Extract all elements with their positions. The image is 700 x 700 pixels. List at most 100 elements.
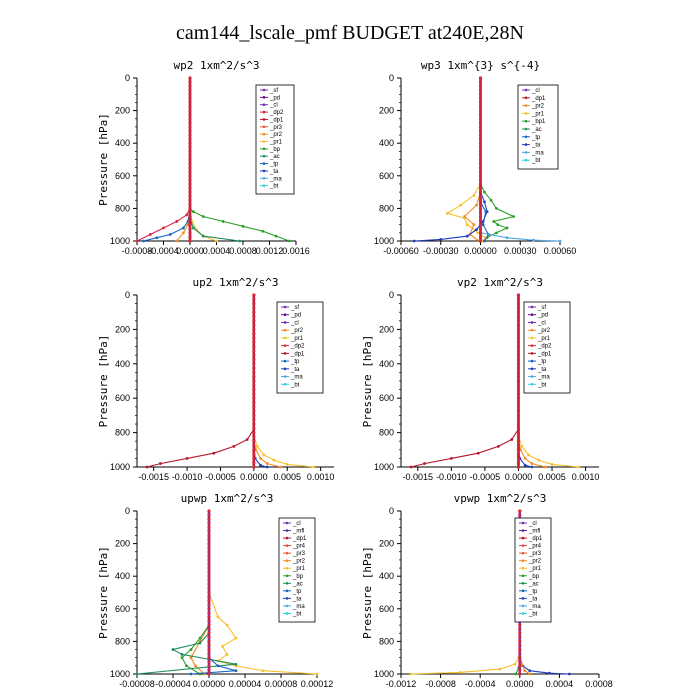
zero-profile-marker (478, 133, 483, 137)
legend-entry: _bt (528, 611, 538, 617)
legend-entry: _pr2 (269, 132, 283, 138)
data-point (194, 664, 197, 668)
zero-profile-marker (252, 340, 256, 344)
x-tick-label: -0.00060 (383, 246, 419, 256)
y-tick-label: 400 (379, 359, 394, 369)
data-point (543, 465, 547, 469)
legend-entry: _dp2 (537, 344, 552, 350)
zero-profile-marker (518, 627, 522, 631)
data-point (483, 239, 486, 243)
data-point (221, 220, 225, 223)
legend-box (276, 301, 324, 394)
data-point (530, 465, 534, 469)
legend-swatch-marker (521, 521, 525, 525)
x-tick-label: -0.0005 (470, 472, 501, 482)
zero-profile-marker (516, 340, 521, 344)
legend-swatch-marker (524, 96, 528, 100)
zero-profile-marker (207, 594, 211, 599)
data-point (171, 648, 175, 651)
x-tick-label: 0.0010 (307, 472, 335, 482)
zero-profile-marker (207, 586, 211, 591)
series-pr2 (189, 509, 211, 676)
zero-profile-marker (516, 431, 521, 435)
legend-swatch-marker (262, 154, 266, 158)
y-tick-label: 200 (379, 324, 394, 334)
zero-profile-marker (516, 353, 521, 357)
zero-profile-marker (252, 418, 256, 422)
zero-profile-marker (188, 84, 192, 88)
zero-profile-marker (207, 550, 211, 554)
data-point (181, 231, 185, 235)
legend-swatch-marker (285, 597, 289, 600)
data-point (191, 226, 195, 230)
legend-swatch-marker (521, 551, 525, 555)
data-point (520, 444, 524, 448)
legend-swatch-marker (262, 103, 266, 107)
legend-entry: _ta (537, 367, 547, 373)
zero-profile-marker (207, 546, 211, 550)
zero-profile-marker (516, 314, 521, 319)
data-point (514, 672, 518, 676)
data-point (201, 215, 205, 218)
data-point (449, 457, 453, 460)
panel-title: vpwp 1xm^2/s^3 (454, 492, 547, 505)
data-point (548, 671, 551, 675)
zero-profile-marker (516, 405, 521, 409)
zero-profile-marker (252, 332, 256, 336)
x-tick-label: 0.0004 (203, 246, 231, 256)
legend-swatch-marker (524, 151, 528, 154)
y-tick-label: 0 (125, 290, 130, 300)
legend-entry: _pr3 (528, 551, 542, 557)
data-point (475, 228, 478, 231)
zero-profile-marker (478, 84, 483, 88)
legend-entry: _cl (290, 320, 299, 326)
zero-profile-marker (207, 574, 211, 578)
zero-profile-marker (478, 104, 483, 109)
legend-swatch-marker (283, 336, 287, 340)
legend-entry: _pd (537, 313, 548, 319)
zero-profile-marker (188, 109, 192, 113)
data-point (489, 198, 493, 202)
y-tick-label: 0 (125, 73, 130, 83)
data-point (483, 200, 486, 204)
zero-profile-marker (252, 456, 256, 460)
zero-profile-marker (252, 443, 256, 448)
zero-profile-marker (518, 664, 522, 668)
zero-profile-marker (518, 656, 522, 660)
series-line (463, 78, 482, 242)
data-point (135, 239, 139, 243)
legend-entry: _ac (292, 581, 303, 587)
y-axis-label: Pressure [hPa] (361, 335, 374, 428)
zero-profile-marker (188, 137, 192, 141)
legend-swatch-marker (262, 118, 266, 121)
data-point (505, 226, 509, 230)
legend-entry: _ma (290, 375, 303, 381)
zero-profile (252, 293, 256, 469)
zero-profile-marker (478, 186, 483, 190)
zero-profile-marker (516, 461, 521, 465)
legend-entry: _ta (292, 596, 302, 602)
data-point (409, 465, 413, 469)
legend-entry: _mfl (528, 529, 540, 535)
series-line (253, 295, 281, 468)
zero-profile-marker (188, 170, 192, 174)
zero-profile-marker (252, 461, 256, 465)
zero-profile-marker (252, 375, 256, 379)
zero-profile-marker (252, 448, 256, 452)
legend-swatch-marker (524, 127, 528, 131)
data-point (216, 615, 220, 619)
series-line (190, 511, 210, 675)
zero-profile-marker (478, 219, 483, 223)
legend-swatch-marker (530, 328, 534, 332)
legend-entry: _bt (269, 184, 279, 190)
zero-profile-marker (207, 615, 211, 619)
data-point (142, 239, 146, 243)
y-axis-label: Pressure [hPa] (97, 113, 110, 206)
zero-profile-marker (188, 235, 192, 239)
panels: wp2 1xm^2/s^3 Pressure [hPa] 0 200 400 600 800… (97, 59, 613, 689)
legend-entry: _mfl (292, 529, 304, 535)
legend-entry: _tp (531, 135, 541, 141)
zero-profile-marker (207, 643, 211, 648)
x-tick-label: 0.00060 (544, 246, 577, 256)
zero-profile-marker (478, 202, 483, 206)
